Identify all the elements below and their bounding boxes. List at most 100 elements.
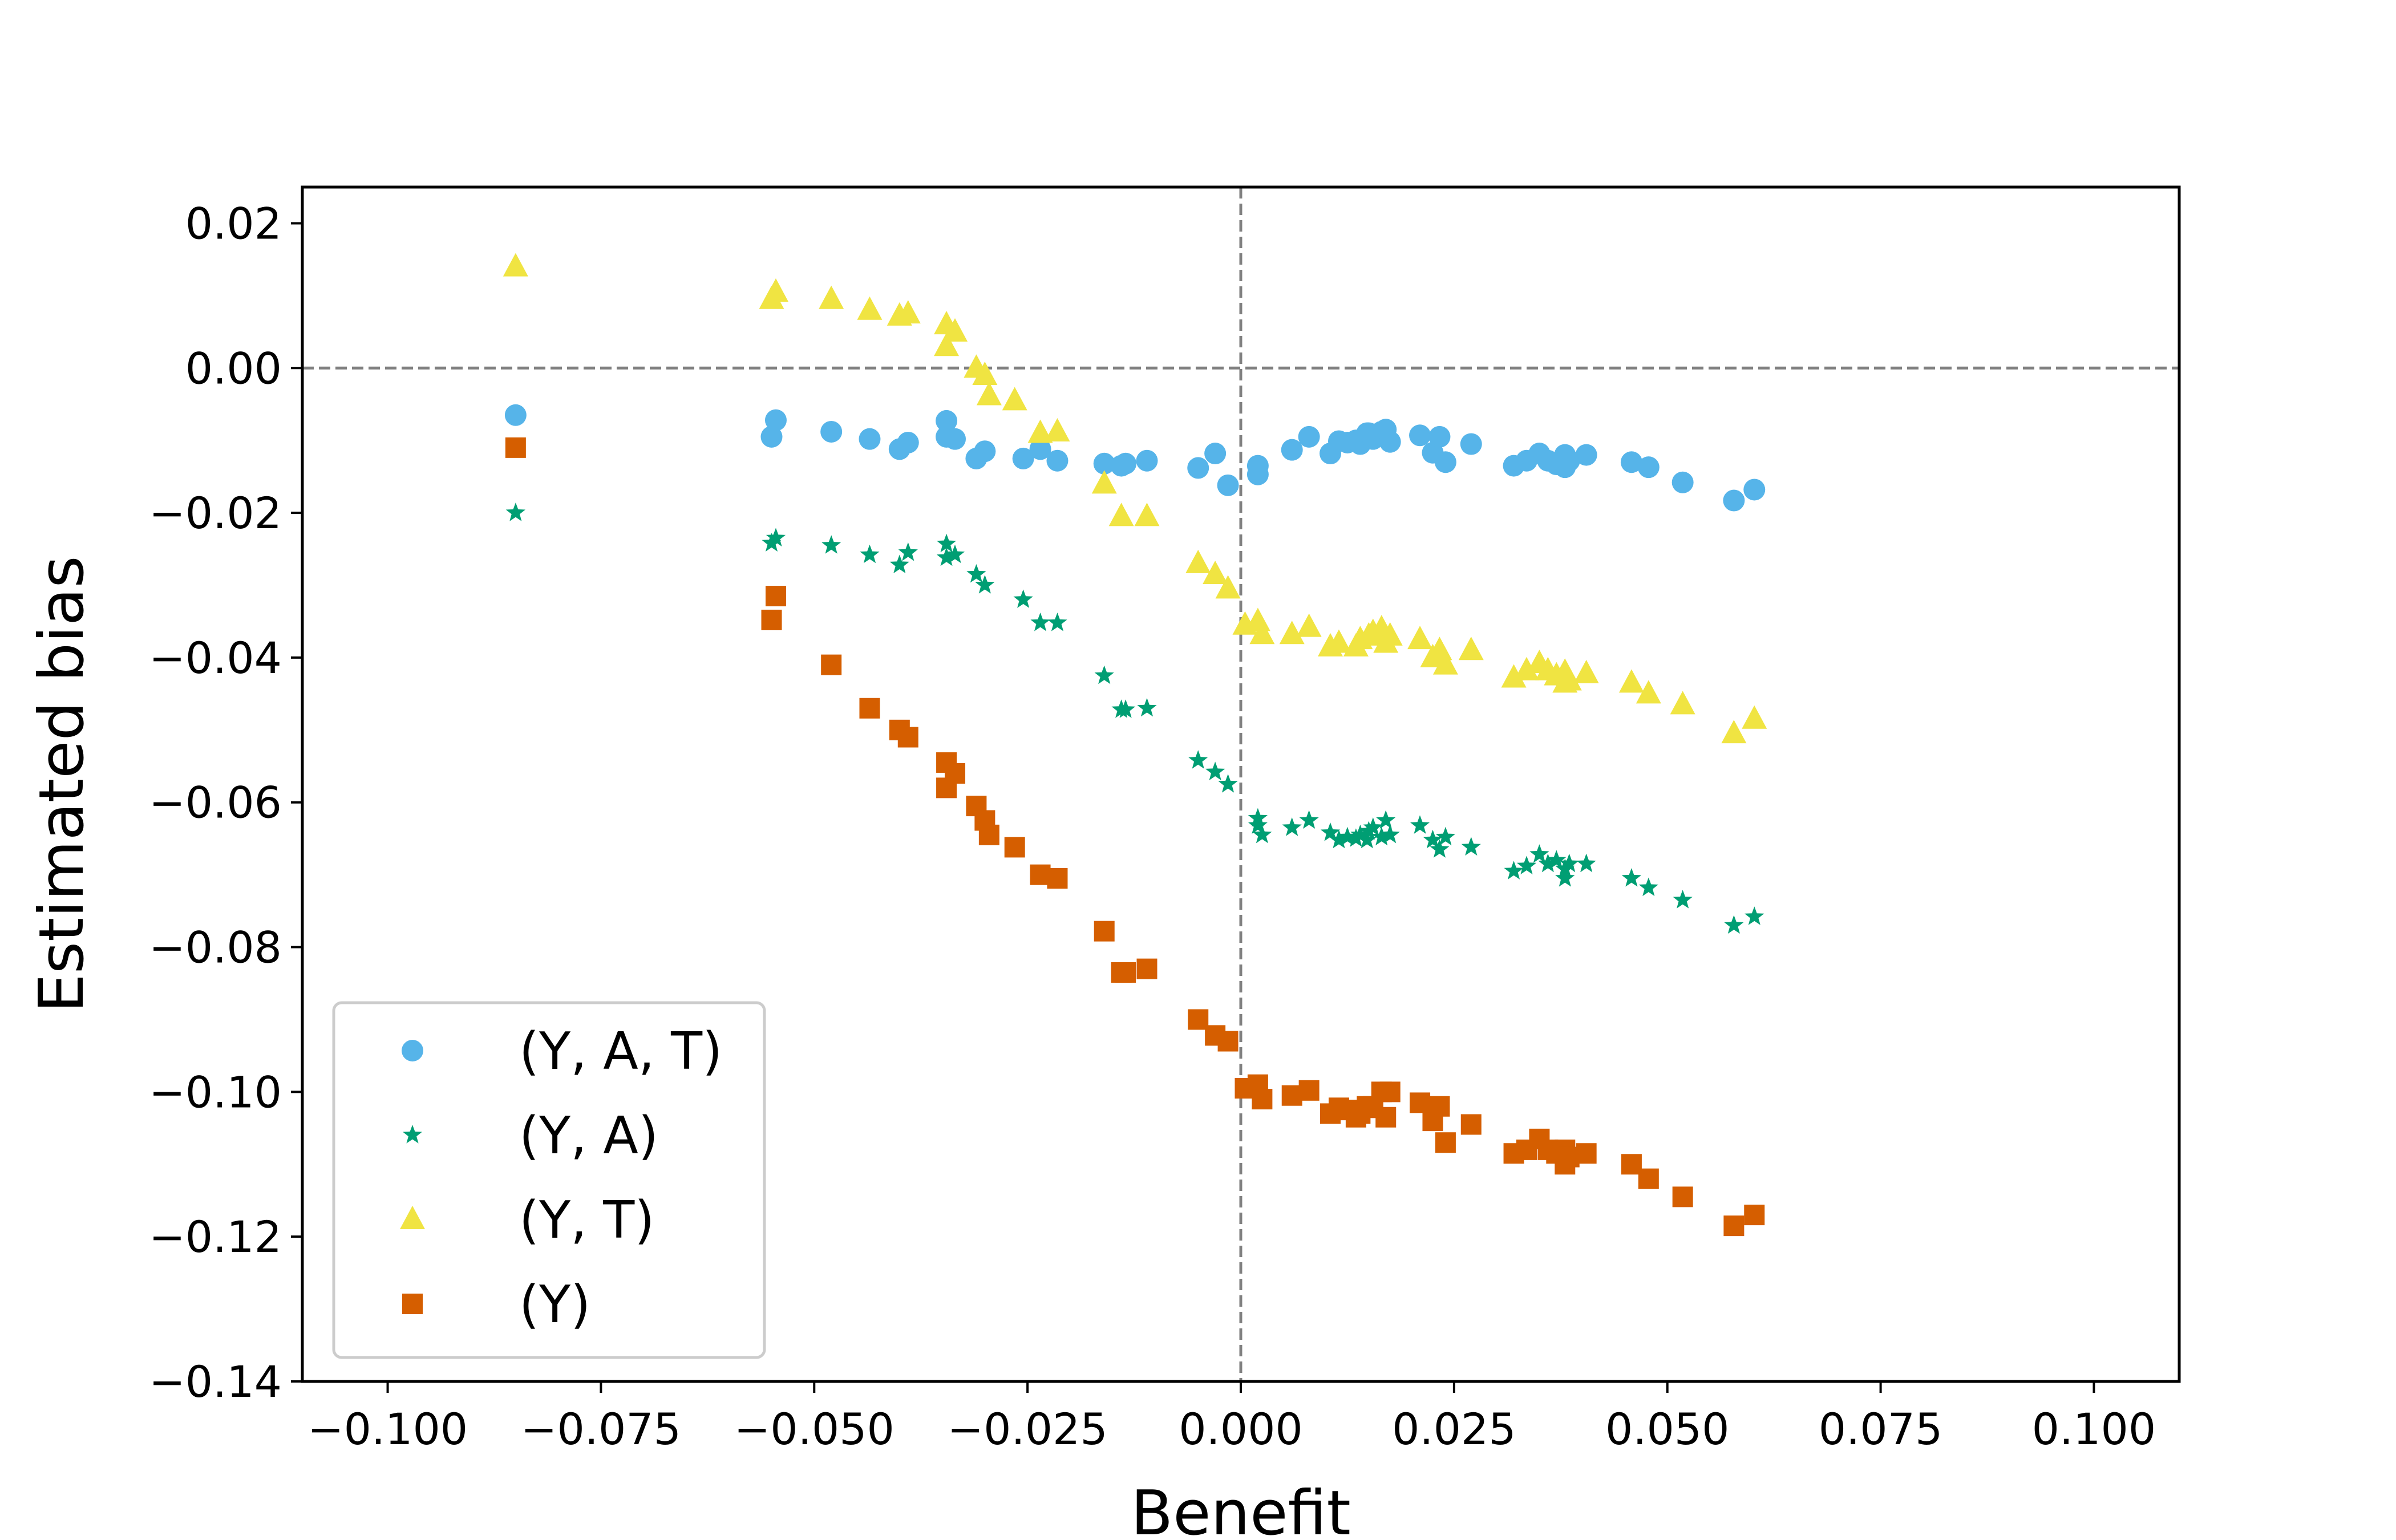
data-point — [821, 654, 842, 675]
data-point — [1379, 1081, 1401, 1103]
data-point — [1218, 774, 1238, 793]
data-point — [889, 554, 909, 573]
data-point — [1248, 808, 1268, 827]
data-point — [1252, 1089, 1273, 1110]
data-point — [1376, 810, 1396, 829]
data-point — [1573, 659, 1599, 683]
data-point — [1461, 837, 1481, 856]
data-point — [1137, 698, 1157, 717]
legend-label: (Y) — [519, 1275, 590, 1335]
data-point — [898, 542, 918, 561]
data-point — [859, 428, 881, 450]
data-point — [1638, 1168, 1659, 1189]
data-point — [1136, 958, 1157, 979]
data-point — [1377, 622, 1403, 646]
y-axis: 0.02 0.00 −0.02 −0.04 −0.06 −0.08 −0.10 −0.12 −0… — [149, 198, 302, 1407]
data-point — [1012, 447, 1034, 469]
y-tick-label: −0.06 — [149, 777, 282, 828]
data-point — [1299, 810, 1319, 829]
data-point — [860, 544, 880, 564]
series-group — [505, 502, 1764, 934]
data-point — [936, 547, 957, 566]
data-point — [1094, 921, 1115, 942]
data-point — [978, 824, 999, 845]
data-point — [1671, 471, 1694, 493]
data-point — [1407, 626, 1433, 650]
data-point — [1410, 815, 1430, 834]
y-tick-label: −0.04 — [149, 633, 282, 683]
data-point — [763, 278, 788, 302]
data-point — [1576, 1143, 1597, 1164]
data-point — [1723, 1215, 1745, 1237]
x-tick-label: −0.025 — [948, 1404, 1108, 1454]
data-point — [1743, 479, 1766, 501]
data-point — [1320, 822, 1341, 841]
data-point — [1091, 470, 1117, 494]
data-point — [1029, 438, 1051, 460]
data-point — [1357, 829, 1377, 849]
data-point — [1013, 589, 1033, 608]
data-point — [1030, 613, 1050, 631]
data-point — [1217, 1031, 1239, 1052]
data-point — [942, 318, 968, 342]
data-point — [936, 410, 958, 432]
y-axis-label: Estimated bias — [26, 556, 98, 1013]
data-point — [1513, 656, 1539, 680]
data-point — [764, 409, 787, 431]
data-point — [1249, 621, 1275, 645]
data-point — [1326, 629, 1351, 653]
data-point — [504, 404, 527, 426]
data-point — [1279, 621, 1305, 645]
data-point — [895, 300, 921, 324]
data-point — [1538, 853, 1558, 873]
data-point — [1045, 418, 1070, 441]
data-point — [1672, 1186, 1693, 1207]
data-point — [1423, 829, 1443, 849]
data-point — [505, 437, 526, 458]
data-point — [1429, 1096, 1450, 1117]
data-point — [1363, 817, 1383, 836]
data-point — [1723, 489, 1745, 512]
data-point — [820, 420, 843, 443]
series-group — [503, 253, 1767, 744]
data-point — [1187, 457, 1209, 479]
series-group — [504, 404, 1766, 512]
data-point — [1002, 387, 1027, 411]
legend-label: (Y, A, T) — [519, 1022, 722, 1081]
data-point — [1298, 425, 1320, 448]
legend: (Y, A, T) (Y, A) (Y, T) (Y) — [332, 1001, 766, 1359]
data-point — [1094, 665, 1114, 684]
data-point — [1558, 449, 1580, 472]
data-point — [966, 564, 986, 583]
data-point — [975, 575, 995, 594]
legend-marker — [402, 1125, 423, 1144]
data-point — [1559, 853, 1579, 873]
data-point — [936, 533, 957, 553]
data-point — [1556, 667, 1582, 691]
data-point — [1516, 856, 1537, 874]
data-point — [1046, 449, 1069, 472]
data-point — [1745, 906, 1764, 925]
y-tick-label: −0.08 — [149, 922, 282, 973]
data-point — [819, 285, 844, 309]
legend-marker — [402, 1294, 423, 1314]
data-points — [503, 253, 1767, 1237]
data-point — [972, 361, 998, 385]
x-axis: −0.100 −0.075 −0.050 −0.025 0.000 0.025 0.050 0… — [307, 1381, 2156, 1454]
data-point — [1115, 962, 1136, 983]
data-point — [1742, 705, 1767, 729]
data-point — [1246, 463, 1269, 485]
data-point — [1432, 651, 1458, 675]
data-point — [1460, 433, 1482, 455]
data-point — [1673, 890, 1693, 909]
data-point — [1134, 502, 1160, 526]
y-tick-label: 0.00 — [185, 343, 282, 394]
data-point — [859, 698, 880, 719]
data-point — [1204, 443, 1227, 465]
y-tick-label: −0.10 — [149, 1067, 282, 1117]
data-point — [1430, 839, 1450, 858]
data-point — [1409, 424, 1431, 447]
x-tick-label: 0.100 — [2032, 1404, 2156, 1454]
data-point — [1350, 824, 1370, 844]
data-point — [1047, 613, 1067, 631]
